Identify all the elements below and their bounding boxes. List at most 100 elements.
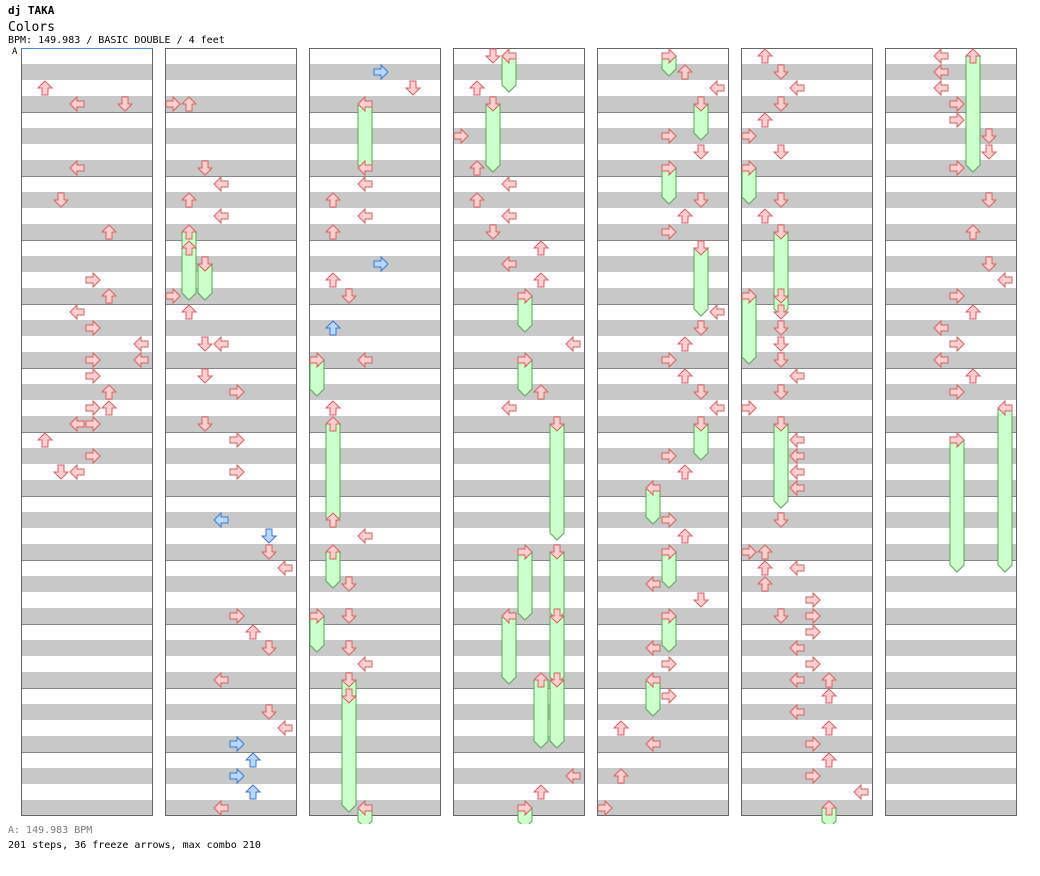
freeze-head-up-arrow-icon: [548, 416, 566, 432]
beat-band: [741, 480, 873, 496]
freeze-head-right-arrow-icon: [357, 95, 373, 113]
column-border: [597, 48, 729, 816]
up-arrow-icon: [772, 320, 790, 336]
beat-band: [165, 512, 297, 528]
right-arrow-icon: [133, 351, 149, 369]
beat-band: [453, 128, 585, 144]
left-arrow-icon: [805, 735, 821, 753]
freeze-head-up-arrow-icon: [340, 672, 358, 688]
right-arrow-icon: [501, 255, 517, 273]
chart-column-1: [21, 48, 153, 816]
down-arrow-icon: [180, 240, 198, 256]
right-arrow-icon: [213, 799, 229, 817]
right-arrow-icon: [501, 175, 517, 193]
beat-band: [885, 640, 1017, 656]
beat-band: [885, 224, 1017, 240]
freeze-head-right-arrow-icon: [501, 48, 517, 65]
freeze-arrows: [180, 48, 1013, 824]
right-arrow-icon: [357, 351, 373, 369]
beat-band: [741, 512, 873, 528]
bpm-marker-line: [21, 48, 153, 49]
beat-band: [309, 640, 441, 656]
beat-band: [21, 704, 153, 720]
beat-band: [21, 736, 153, 752]
freeze-head-right-arrow-icon: [997, 399, 1013, 417]
right-arrow-icon: [133, 335, 149, 353]
beat-band: [453, 768, 585, 784]
down-arrow-icon: [964, 224, 982, 240]
beat-band: [309, 160, 441, 176]
up-arrow-icon: [980, 256, 998, 272]
beat-band: [165, 448, 297, 464]
freeze-arrow: [773, 423, 789, 509]
up-arrow-icon: [980, 192, 998, 208]
left-arrow-icon: [805, 591, 821, 609]
freeze-head-right-arrow-icon: [501, 607, 517, 625]
freeze-head-right-arrow-icon: [645, 479, 661, 497]
up-arrow-icon: [772, 336, 790, 352]
down-arrow-icon: [324, 512, 342, 528]
left-arrow-icon: [741, 127, 757, 145]
left-arrow-icon: [165, 95, 181, 113]
beat-band: [309, 544, 441, 560]
up-arrow-icon: [772, 64, 790, 80]
freeze-arrow: [325, 423, 341, 525]
beat-band: [885, 320, 1017, 336]
left-arrow-icon: [949, 335, 965, 353]
left-arrow-icon: [741, 399, 757, 417]
freeze-head-up-arrow-icon: [484, 96, 502, 112]
right-arrow-icon: [997, 271, 1013, 289]
up-arrow-icon: [980, 144, 998, 160]
beat-band: [741, 544, 873, 560]
left-arrow-icon: [229, 463, 245, 481]
beat-band: [741, 224, 873, 240]
down-arrow-icon: [100, 288, 118, 304]
beat-band: [309, 192, 441, 208]
up-arrow-icon: [340, 288, 358, 304]
left-arrow-icon: [229, 383, 245, 401]
beat-band: [165, 64, 297, 80]
freeze-arrow: [693, 247, 709, 317]
freeze-head-left-arrow-icon: [517, 287, 533, 305]
beat-band: [309, 768, 441, 784]
beat-band: [885, 672, 1017, 688]
beat-band: [453, 320, 585, 336]
left-arrow-icon: [949, 111, 965, 129]
freeze-arrow: [517, 551, 533, 621]
right-arrow-icon: [933, 319, 949, 337]
up-arrow-icon: [196, 368, 214, 384]
freeze-arrow: [949, 439, 965, 573]
freeze-head-left-arrow-icon: [661, 607, 677, 625]
right-arrow-icon: [213, 207, 229, 225]
down-arrow-icon: [756, 48, 774, 64]
up-arrow-icon: [340, 640, 358, 656]
freeze-arrow: [501, 615, 517, 685]
right-arrow-icon: [853, 783, 869, 801]
right-arrow-icon: [357, 207, 373, 225]
up-arrow-icon: [404, 80, 422, 96]
left-arrow-icon: [229, 431, 245, 449]
left-arrow-icon: [661, 511, 677, 529]
beat-band: [309, 736, 441, 752]
freeze-arrow: [741, 295, 757, 365]
down-arrow-icon: [100, 384, 118, 400]
right-arrow-icon: [645, 575, 661, 593]
freeze-arrow: [965, 55, 981, 173]
freeze-head-up-arrow-icon: [772, 416, 790, 432]
beat-band: [453, 672, 585, 688]
down-arrow-icon: [820, 688, 838, 704]
down-arrow-icon: [820, 672, 838, 688]
up-arrow-icon: [196, 160, 214, 176]
beat-band: [597, 480, 729, 496]
beat-band: [453, 256, 585, 272]
chart-column-7: [885, 48, 1017, 816]
down-arrow-icon: [612, 768, 630, 784]
up-arrow-icon: [772, 512, 790, 528]
up-arrow-icon: [772, 144, 790, 160]
left-arrow-icon: [85, 399, 101, 417]
beat-band: [885, 192, 1017, 208]
beat-band: [741, 352, 873, 368]
down-arrow-icon: [324, 192, 342, 208]
right-arrow-icon: [645, 735, 661, 753]
beat-band: [885, 352, 1017, 368]
